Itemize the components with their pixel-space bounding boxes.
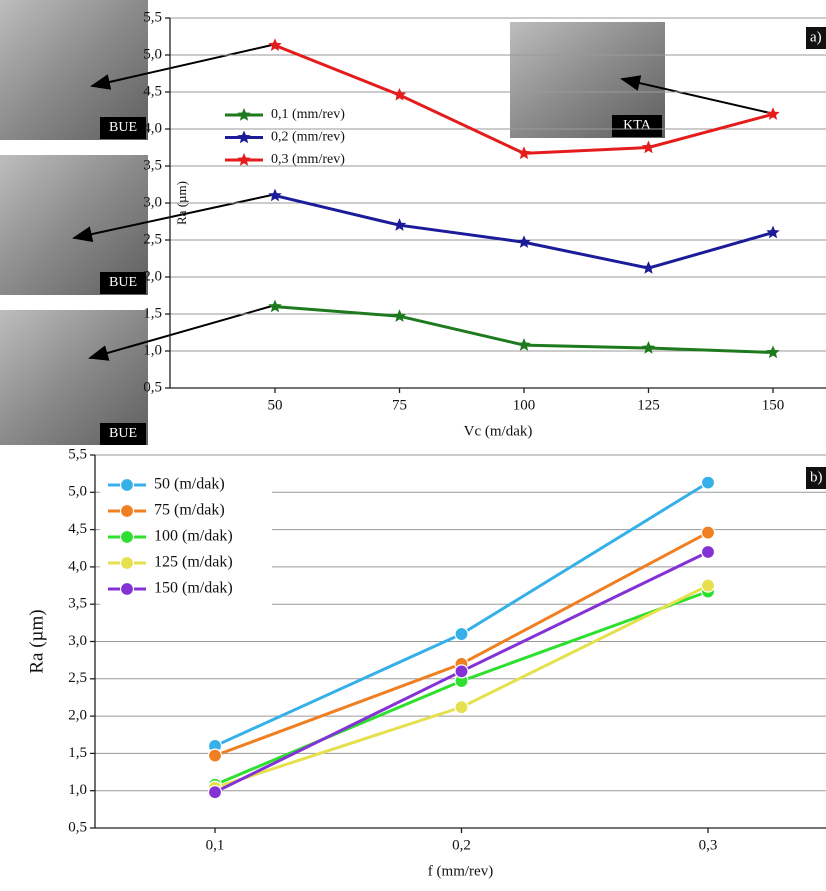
point	[392, 88, 407, 101]
point	[766, 225, 780, 239]
point	[517, 338, 531, 351]
legend-marker	[119, 503, 135, 519]
x-tick-label: 0,3	[699, 837, 718, 853]
y-tick-label: 4,0	[68, 558, 87, 574]
x-tick-label: 125	[637, 397, 660, 413]
y-tick-label: 2,5	[68, 670, 87, 686]
legend-label: 100 (m/dak)	[154, 528, 233, 545]
legend-label: 0,1 (mm/rev)	[271, 107, 345, 122]
y-tick-label: 0,5	[143, 379, 162, 395]
y-tick-label: 2,0	[68, 708, 87, 724]
point	[700, 544, 716, 560]
y-tick-label: 1,5	[68, 745, 87, 761]
point	[454, 664, 469, 679]
image-label-bg	[100, 272, 146, 294]
panel-label-box	[806, 27, 826, 49]
y-tick-label: 4,5	[68, 521, 87, 537]
y-tick-label: 1,0	[68, 782, 87, 798]
point	[517, 146, 531, 160]
y-axis-title: Ra (µm)	[174, 181, 189, 225]
x-tick-label: 0,2	[452, 837, 471, 853]
arrow	[72, 194, 273, 242]
point	[268, 38, 282, 51]
point	[641, 140, 656, 154]
point	[207, 748, 223, 763]
point	[392, 218, 407, 231]
y-tick-label: 4,5	[143, 83, 162, 99]
point	[641, 341, 656, 354]
point	[207, 785, 223, 800]
x-tick-label: 150	[762, 397, 785, 413]
point	[454, 626, 469, 642]
sem-image	[0, 155, 148, 295]
image-label: BUE	[109, 120, 137, 135]
legend-label: 0,2 (mm/rev)	[271, 130, 345, 145]
sem-image	[0, 0, 148, 140]
y-tick-label: 3,5	[68, 596, 87, 612]
y-tick-label: 5,0	[68, 484, 87, 500]
sem-image	[0, 310, 148, 445]
y-tick-label: 4,0	[143, 120, 162, 136]
y-tick-label: 1,5	[143, 305, 162, 321]
legend-marker	[119, 477, 135, 493]
point	[700, 578, 716, 593]
point	[700, 475, 716, 490]
x-axis-title: f (mm/rev)	[428, 863, 493, 879]
panel-label: b)	[810, 469, 823, 485]
x-tick-label: 0,1	[206, 837, 225, 853]
point	[766, 107, 780, 120]
point	[268, 299, 282, 313]
arrow	[90, 44, 273, 90]
legend-marker	[119, 581, 135, 597]
y-tick-label: 3,5	[143, 157, 162, 173]
legend-label: 125 (m/dak)	[154, 554, 233, 571]
image-label-bg	[100, 423, 146, 445]
legend-label: 50 (m/dak)	[154, 476, 225, 493]
image-label-bg	[100, 117, 146, 139]
image-label: BUE	[109, 275, 137, 290]
image-label: BUE	[109, 426, 137, 441]
x-tick-label: 75	[392, 397, 407, 413]
point	[700, 525, 716, 540]
series-line	[274, 194, 774, 270]
image-label: KTA	[623, 118, 652, 133]
series-line	[214, 531, 709, 758]
image-label-bg	[612, 115, 662, 137]
legend-label: 75 (m/dak)	[154, 502, 225, 519]
y-tick-label: 0,5	[68, 819, 87, 835]
y-tick-label: 5,5	[68, 446, 87, 462]
point	[766, 345, 780, 359]
legend-marker	[237, 108, 251, 121]
x-axis-title: Vc (m/dak)	[464, 423, 533, 439]
legend-marker	[237, 153, 251, 166]
legend-label: 0,3 (mm/rev)	[271, 152, 345, 167]
legend-marker	[119, 529, 135, 545]
point	[517, 235, 531, 248]
y-tick-label: 2,5	[143, 231, 162, 247]
micrographs: BUE BUE BUE KTA	[0, 0, 771, 445]
y-tick-label: 3,0	[143, 194, 162, 210]
y-axis-title: Ra (µm)	[26, 609, 47, 673]
panel-label-box	[806, 467, 826, 489]
legend-label: 150 (m/dak)	[154, 580, 233, 597]
x-tick-label: 50	[268, 397, 283, 413]
arrow	[88, 305, 273, 361]
point	[454, 700, 469, 715]
arrow	[620, 75, 771, 114]
y-tick-label: 5,0	[143, 46, 162, 62]
legend-marker	[237, 130, 251, 144]
x-tick-label: 100	[513, 397, 536, 413]
point	[641, 261, 656, 274]
point	[268, 188, 282, 202]
y-tick-label: 3,0	[68, 633, 87, 649]
y-tick-label: 2,0	[143, 268, 162, 284]
point	[392, 309, 407, 322]
y-tick-label: 1,0	[143, 342, 162, 358]
panel-label: a)	[810, 29, 822, 45]
legend-marker	[119, 555, 135, 571]
y-tick-label: 5,5	[143, 9, 162, 25]
